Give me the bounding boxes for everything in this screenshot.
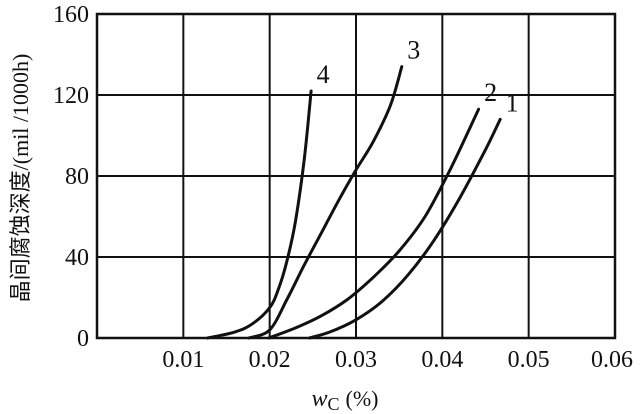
y-tick-label: 120 [53,83,89,109]
y-axis-title: 晶间腐蚀深度/(mil /1000h) [8,54,33,303]
series-line-2 [267,107,481,340]
series-line-4 [206,89,313,340]
x-axis-variable: w [311,386,327,412]
grid [97,14,615,338]
x-axis-subscript: C [328,394,340,414]
series-line-3 [247,65,404,340]
x-axis-title: wC (%) [311,386,378,414]
x-tick-label: 0.02 [249,347,291,373]
series-labels: 12 3 4 [317,36,519,118]
x-tick-label: 0.05 [508,347,550,373]
plot-frame [95,12,617,340]
series-label-2: 2 [484,78,497,107]
x-tick-label: 0.06 [591,347,633,373]
x-tick-label: 0.04 [421,347,463,373]
series-label-3: 3 [407,36,420,65]
y-tick-label: 40 [65,245,89,271]
x-tick-labels: 0.01 0.02 0.03 0.04 0.05 0.06 [162,347,633,373]
series-label-1: 1 [506,88,519,117]
series-label-4: 4 [317,60,330,89]
y-tick-label: 160 [53,2,89,28]
y-tick-labels: 0 40 80 120 160 [53,2,89,352]
x-tick-label: 0.01 [162,347,204,373]
y-tick-label: 80 [65,164,89,190]
x-tick-label: 0.03 [335,347,377,373]
y-tick-label: 0 [77,326,89,352]
series-group [206,65,502,340]
x-axis-unit: (%) [346,386,379,411]
series-line-1 [307,117,502,340]
